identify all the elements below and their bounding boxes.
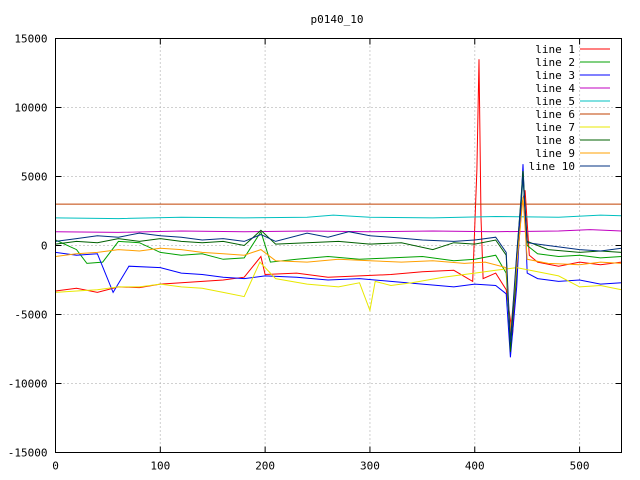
axes: 0 100 200 300 400 500 -15000 -10000 -5000 0 5000 10… bbox=[8, 33, 622, 473]
y-tick-label: -10000 bbox=[8, 378, 48, 391]
legend-label-9: line 9 bbox=[535, 147, 575, 160]
x-tick-label: 0 bbox=[52, 460, 59, 473]
y-tick-label: -15000 bbox=[8, 447, 48, 460]
y-tick-label: 10000 bbox=[14, 102, 47, 115]
series-line-10 bbox=[55, 176, 622, 343]
legend-label-10: line 10 bbox=[529, 160, 575, 173]
legend-label-6: line 6 bbox=[535, 108, 575, 121]
series-line-9 bbox=[55, 197, 622, 333]
legend-label-3: line 3 bbox=[535, 69, 575, 82]
legend-label-2: line 2 bbox=[535, 56, 575, 69]
series-line-2 bbox=[55, 176, 622, 343]
y-tick-label: 0 bbox=[41, 240, 48, 253]
series-line-7 bbox=[55, 261, 622, 313]
legend-label-4: line 4 bbox=[535, 82, 575, 95]
x-tick-label: 100 bbox=[150, 460, 170, 473]
x-tick-label: 200 bbox=[255, 460, 275, 473]
legend-label-5: line 5 bbox=[535, 95, 575, 108]
x-tick-label: 400 bbox=[465, 460, 485, 473]
y-tick-label: -5000 bbox=[14, 309, 47, 322]
series-line-4 bbox=[55, 229, 622, 233]
x-tick-label: 300 bbox=[360, 460, 380, 473]
grid bbox=[55, 38, 622, 453]
legend-label-1: line 1 bbox=[535, 43, 575, 56]
legend-label-8: line 8 bbox=[535, 134, 575, 147]
chart-title: p0140_10 bbox=[311, 13, 364, 26]
series-line-5 bbox=[55, 214, 622, 220]
series-group bbox=[55, 59, 622, 358]
legend-label-7: line 7 bbox=[535, 121, 575, 134]
y-tick-label: 15000 bbox=[14, 33, 47, 46]
x-tick-label: 500 bbox=[570, 460, 590, 473]
y-tick-label: 5000 bbox=[21, 171, 48, 184]
series-line-1 bbox=[55, 59, 622, 336]
series-line-3 bbox=[55, 164, 622, 358]
